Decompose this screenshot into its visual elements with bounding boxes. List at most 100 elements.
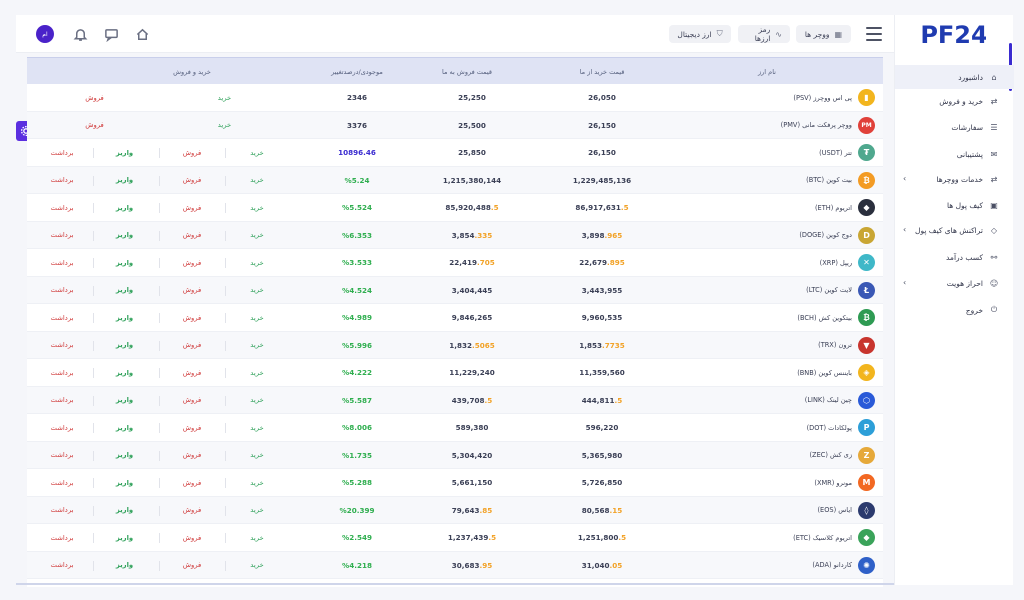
sell-price-cell: 1,215,380,144 xyxy=(442,175,502,185)
sell-button[interactable]: فروش xyxy=(182,396,202,404)
bell-icon[interactable] xyxy=(71,25,89,43)
sidebar-item-2[interactable]: سفارشات ☰ xyxy=(895,115,1014,139)
deposit-button[interactable]: واریز xyxy=(115,423,134,432)
divider xyxy=(93,313,94,323)
vouchers-button[interactable]: ▦ ووچر ها xyxy=(796,25,851,43)
withdraw-button[interactable]: برداشت xyxy=(50,506,74,514)
deposit-button[interactable]: واریز xyxy=(115,258,134,267)
buy-button[interactable]: خرید xyxy=(250,231,264,239)
buy-button[interactable]: خرید xyxy=(217,121,232,129)
buy-button[interactable]: خرید xyxy=(250,533,264,542)
withdraw-button[interactable]: برداشت xyxy=(50,203,74,212)
menu-toggle-icon[interactable] xyxy=(866,27,882,41)
withdraw-button[interactable]: برداشت xyxy=(50,561,74,569)
sidebar-item-5[interactable]: کیف پول ها ▣ xyxy=(895,193,1014,217)
deposit-button[interactable]: واریز xyxy=(115,341,134,349)
sidebar-item-3[interactable]: پشتیبانی ✉ xyxy=(895,142,1014,166)
sell-button[interactable]: فروش xyxy=(85,121,104,129)
table-row: P پولکادات (DOT) 596,220 589,380 %8.006 خرید ف… xyxy=(27,414,883,442)
buy-button[interactable]: خرید xyxy=(250,203,264,212)
deposit-button[interactable]: واریز xyxy=(115,396,134,404)
deposit-button[interactable]: واریز xyxy=(115,203,134,212)
deposit-button[interactable]: واریز xyxy=(115,286,134,294)
sell-button[interactable]: فروش xyxy=(182,533,202,542)
withdraw-button[interactable]: برداشت xyxy=(50,148,74,157)
sidebar-item-7[interactable]: کسب درآمد ⚯ xyxy=(895,245,1014,269)
sidebar-item-4[interactable]: خدمات ووچرها ⇄ ‹ xyxy=(895,167,1014,191)
cryptocurrencies-button[interactable]: ∿ رمز ارزها xyxy=(738,25,790,43)
buy-button[interactable]: خرید xyxy=(250,341,264,349)
sell-button[interactable]: فروش xyxy=(182,341,202,349)
logo[interactable]: PF24 xyxy=(922,19,986,49)
buy-button[interactable]: خرید xyxy=(217,93,232,102)
sidebar-item-8[interactable]: احراز هویت ☺ ‹ xyxy=(895,271,1014,295)
buy-button[interactable]: خرید xyxy=(250,478,264,487)
exchange-icon: ⇄ xyxy=(990,96,998,106)
deposit-button[interactable]: واریز xyxy=(115,313,134,322)
withdraw-button[interactable]: برداشت xyxy=(50,533,74,542)
sell-button[interactable]: فروش xyxy=(182,176,202,184)
deposit-button[interactable]: واریز xyxy=(115,148,134,157)
buy-button[interactable]: خرید xyxy=(250,368,264,377)
buy-button[interactable]: خرید xyxy=(250,286,264,294)
sell-button[interactable]: فروش xyxy=(182,368,202,377)
currency-name: کاردانو (ADA) xyxy=(812,561,852,569)
buy-button[interactable]: خرید xyxy=(250,313,264,322)
deposit-button[interactable]: واریز xyxy=(115,478,134,487)
sell-button[interactable]: فروش xyxy=(182,258,202,267)
sell-button[interactable]: فروش xyxy=(182,286,202,294)
sidebar-item-1[interactable]: خرید و فروش ⇄ xyxy=(895,89,1014,113)
sell-button[interactable]: فروش xyxy=(182,478,202,487)
coin-icon: M xyxy=(858,474,875,491)
sell-button[interactable]: فروش xyxy=(182,203,202,212)
deposit-button[interactable]: واریز xyxy=(115,533,134,542)
sell-button[interactable]: فروش xyxy=(182,451,202,459)
chevron-left-icon[interactable]: ‹ xyxy=(903,278,907,287)
buy-button[interactable]: خرید xyxy=(250,561,264,569)
sell-button[interactable]: فروش xyxy=(182,231,202,239)
buy-button[interactable]: خرید xyxy=(250,176,264,184)
message-icon[interactable] xyxy=(102,25,120,43)
withdraw-button[interactable]: برداشت xyxy=(50,423,74,432)
sidebar-item-0[interactable]: داشبورد ⌂ xyxy=(895,65,1014,89)
withdraw-button[interactable]: برداشت xyxy=(50,258,74,267)
divider xyxy=(225,395,226,406)
deposit-button[interactable]: واریز xyxy=(115,231,134,239)
buy-button[interactable]: خرید xyxy=(250,396,264,404)
logout-icon: ⏻ xyxy=(990,305,998,314)
sell-button[interactable]: فروش xyxy=(182,506,202,514)
sell-button[interactable]: فروش xyxy=(182,561,202,569)
withdraw-button[interactable]: برداشت xyxy=(50,368,74,377)
deposit-button[interactable]: واریز xyxy=(115,451,134,459)
sell-button[interactable]: فروش xyxy=(182,148,202,157)
sidebar-item-9[interactable]: خروج ⏻ xyxy=(895,298,1014,322)
sell-button[interactable]: فروش xyxy=(182,313,202,322)
sidebar-item-6[interactable]: تراکنش های کیف پول ◇ ‹ xyxy=(895,218,1014,242)
sell-button[interactable]: فروش xyxy=(85,93,104,102)
sell-button[interactable]: فروش xyxy=(182,423,202,432)
deposit-button[interactable]: واریز xyxy=(115,176,134,184)
withdraw-button[interactable]: برداشت xyxy=(50,313,74,322)
table-body: ▮ پی اس ووچرز (PSV) 26,050 25,250 2346 خرید فر… xyxy=(27,84,883,587)
withdraw-button[interactable]: برداشت xyxy=(50,478,74,487)
withdraw-button[interactable]: برداشت xyxy=(50,231,74,239)
withdraw-button[interactable]: برداشت xyxy=(50,286,74,294)
buy-button[interactable]: خرید xyxy=(250,258,264,267)
buy-button[interactable]: خرید xyxy=(250,148,264,157)
deposit-button[interactable]: واریز xyxy=(115,561,134,569)
withdraw-button[interactable]: برداشت xyxy=(50,341,74,349)
home-icon[interactable] xyxy=(133,25,151,43)
withdraw-button[interactable]: برداشت xyxy=(50,451,74,459)
chevron-left-icon[interactable]: ‹ xyxy=(903,225,907,234)
buy-button[interactable]: خرید xyxy=(250,451,264,459)
deposit-button[interactable]: واریز xyxy=(115,368,134,377)
buy-button[interactable]: خرید xyxy=(250,423,264,432)
digital-currency-button[interactable]: ⛉ ارز دیجیتال xyxy=(669,25,731,43)
withdraw-button[interactable]: برداشت xyxy=(50,396,74,404)
buy-button[interactable]: خرید xyxy=(250,506,264,514)
chevron-left-icon[interactable]: ‹ xyxy=(903,174,907,183)
digital-currency-label: ارز دیجیتال xyxy=(677,29,712,39)
withdraw-button[interactable]: برداشت xyxy=(50,176,74,184)
deposit-button[interactable]: واریز xyxy=(115,506,134,514)
avatar[interactable]: ام xyxy=(36,25,54,43)
